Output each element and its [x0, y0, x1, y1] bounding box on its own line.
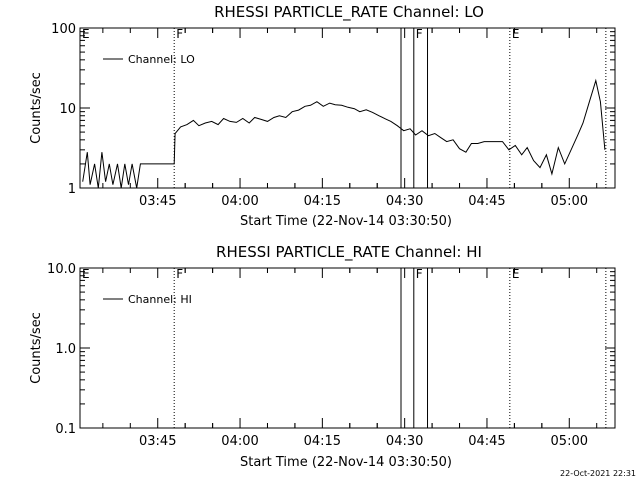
y-ticks-hi: 0.1 1.0 10.0 — [47, 262, 615, 437]
y-tick-label: 10 — [59, 102, 76, 117]
x-ticks-hi: 03:45 04:00 04:15 04:30 04:45 05:00 — [102, 268, 598, 449]
y-tick-label: 100 — [51, 22, 76, 37]
x-tick-label: 05:00 — [551, 434, 588, 449]
chart-title-lo: RHESSI PARTICLE_RATE Channel: LO — [214, 3, 484, 22]
x-tick-label: 04:15 — [304, 434, 341, 449]
x-axis-label-lo: Start Time (22-Nov-14 03:30:50) — [240, 214, 452, 229]
x-tick-label: 04:30 — [386, 434, 423, 449]
y-axis-label-hi: Counts/sec — [29, 312, 44, 384]
flag-label: F — [416, 27, 423, 41]
legend-label-hi: Channel: HI — [128, 293, 192, 306]
flag-label: E — [512, 27, 520, 41]
legend-label-lo: Channel: LO — [128, 53, 195, 66]
x-tick-label: 05:00 — [551, 194, 588, 209]
data-line-lo — [82, 78, 606, 189]
y-tick-label: 1.0 — [55, 342, 76, 357]
y-axis-label-lo: Counts/sec — [29, 72, 44, 144]
y-tick-label: 1 — [68, 182, 76, 197]
x-tick-label: 04:30 — [386, 194, 423, 209]
chart-panel-hi: RHESSI PARTICLE_RATE Channel: HI E F F E 0.… — [29, 243, 616, 470]
x-tick-label: 04:45 — [468, 194, 505, 209]
x-tick-label: 03:45 — [139, 194, 176, 209]
flag-label: F — [416, 267, 423, 281]
footer-timestamp: 22-Oct-2021 22:31 — [560, 469, 636, 478]
x-tick-label: 03:45 — [139, 434, 176, 449]
chart-title-hi: RHESSI PARTICLE_RATE Channel: HI — [216, 243, 482, 262]
x-axis-label-hi: Start Time (22-Nov-14 03:30:50) — [240, 455, 452, 470]
flag-label: E — [512, 267, 520, 281]
y-ticks-lo: 1 10 100 — [51, 22, 615, 197]
flag-label: F — [176, 27, 183, 41]
x-tick-label: 04:00 — [221, 434, 258, 449]
x-tick-label: 04:45 — [468, 434, 505, 449]
y-tick-label: 0.1 — [55, 422, 76, 437]
flag-label: E — [82, 267, 90, 281]
flag-label: F — [176, 267, 183, 281]
x-tick-label: 04:15 — [304, 194, 341, 209]
plot-frame-hi — [79, 267, 616, 429]
y-tick-label: 10.0 — [47, 262, 76, 277]
flag-label: E — [82, 27, 90, 41]
x-ticks-lo: 03:45 04:00 04:15 04:30 04:45 05:00 — [102, 28, 598, 209]
x-tick-label: 04:00 — [221, 194, 258, 209]
